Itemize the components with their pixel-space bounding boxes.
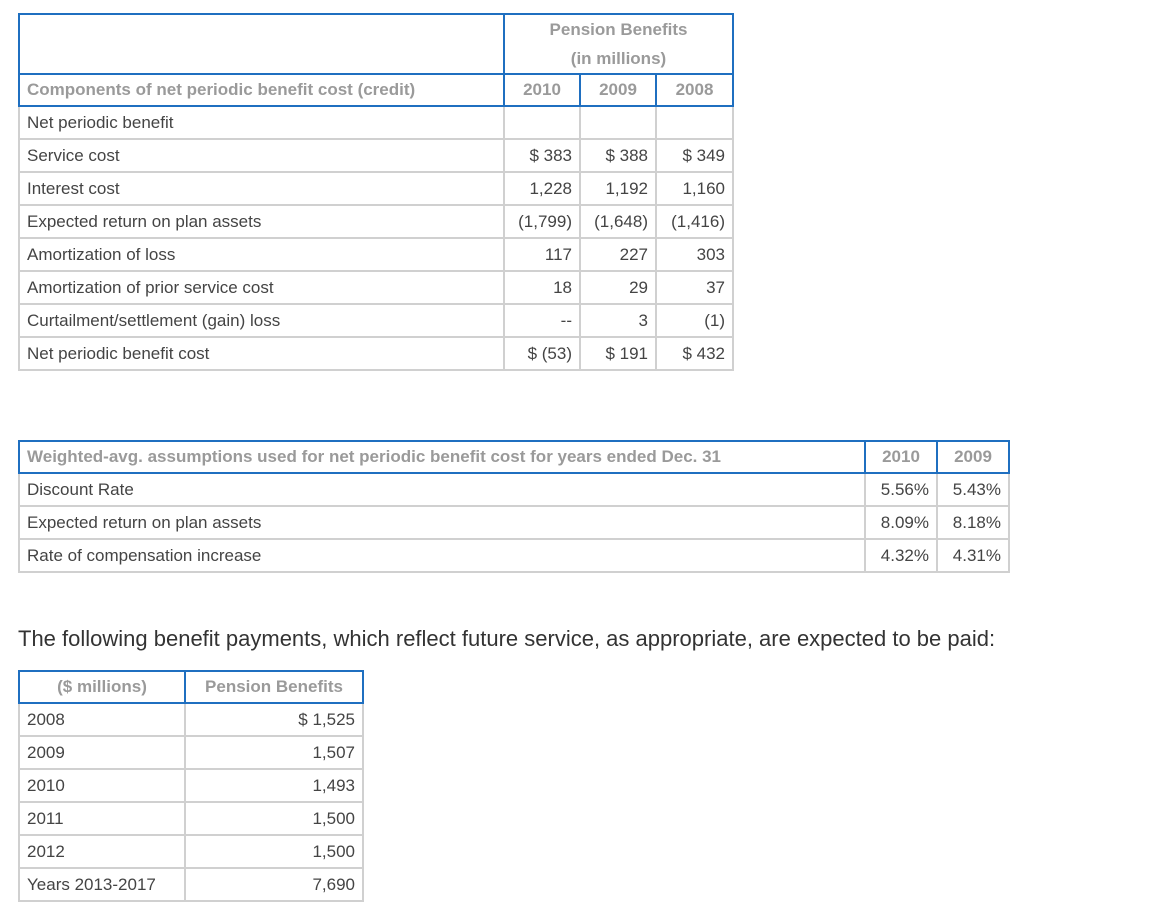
value-cell: (1,799) [503, 204, 581, 239]
value-cell: 29 [579, 270, 657, 305]
value-cell: 18 [503, 270, 581, 305]
value-cell: 117 [503, 237, 581, 272]
value-cell [579, 105, 657, 140]
table-row: 2008 $ 1,525 [18, 702, 364, 737]
row-label: 2009 [18, 735, 186, 770]
value-cell: $ (53) [503, 336, 581, 371]
value-cell: $ 349 [655, 138, 734, 173]
value-cell: 7,690 [184, 867, 364, 902]
value-cell: 227 [579, 237, 657, 272]
value-cell: $ 388 [579, 138, 657, 173]
table-row: Net periodic benefit cost $ (53) $ 191 $ 43… [18, 336, 734, 371]
benefit-payments-paragraph: The following benefit payments, which re… [18, 626, 996, 651]
value-cell: 1,500 [184, 801, 364, 836]
value-cell: 1,500 [184, 834, 364, 869]
value-cell: $ 432 [655, 336, 734, 371]
year-header-2010: 2010 [864, 440, 938, 474]
value-cell: $ 1,525 [184, 702, 364, 737]
year-header-2008: 2008 [655, 73, 734, 107]
row-label: Rate of compensation increase [18, 538, 866, 573]
value-cell: 4.31% [936, 538, 1010, 573]
value-cell: 1,507 [184, 735, 364, 770]
row-label: 2008 [18, 702, 186, 737]
value-cell [503, 105, 581, 140]
table-row: Net periodic benefit [18, 105, 734, 140]
year-header-2010: 2010 [503, 73, 581, 107]
table-row: Expected return on plan assets 8.09% 8.18% [18, 505, 1010, 540]
year-header-2009: 2009 [936, 440, 1010, 474]
value-cell: (1) [655, 303, 734, 338]
millions-header: ($ millions) [18, 670, 186, 704]
row-label: 2012 [18, 834, 186, 869]
value-cell: -- [503, 303, 581, 338]
row-label: Discount Rate [18, 472, 866, 507]
row-label: Amortization of loss [18, 237, 505, 272]
table-row: Service cost $ 383 $ 388 $ 349 [18, 138, 734, 173]
value-cell: 3 [579, 303, 657, 338]
value-cell: 1,160 [655, 171, 734, 206]
benefit-payments-table: ($ millions) Pension Benefits 2008 $ 1,52… [18, 670, 364, 902]
table-row: Curtailment/settlement (gain) loss -- 3 (1) [18, 303, 734, 338]
row-label: 2011 [18, 801, 186, 836]
table-row: Discount Rate 5.56% 5.43% [18, 472, 1010, 507]
row-label: Curtailment/settlement (gain) loss [18, 303, 505, 338]
group-header-line-1: Pension Benefits [549, 20, 688, 39]
table-row: 2010 1,493 [18, 768, 364, 803]
pension-benefits-header: Pension Benefits [184, 670, 364, 704]
value-cell: 1,228 [503, 171, 581, 206]
year-header-2009: 2009 [579, 73, 657, 107]
empty-header-cell [18, 13, 505, 75]
value-cell: 8.09% [864, 505, 938, 540]
value-cell: $ 191 [579, 336, 657, 371]
value-cell: $ 383 [503, 138, 581, 173]
row-label: Net periodic benefit cost [18, 336, 505, 371]
value-cell: 303 [655, 237, 734, 272]
row-label: Expected return on plan assets [18, 204, 505, 239]
value-cell [655, 105, 734, 140]
value-cell: (1,416) [655, 204, 734, 239]
value-cell: 5.56% [864, 472, 938, 507]
pension-benefits-header: Pension Benefits (in millions) [503, 13, 734, 75]
table-row: Rate of compensation increase 4.32% 4.31% [18, 538, 1010, 573]
value-cell: 37 [655, 270, 734, 305]
table-row: 2011 1,500 [18, 801, 364, 836]
value-cell: 5.43% [936, 472, 1010, 507]
assumptions-header: Weighted-avg. assumptions used for net p… [18, 440, 866, 474]
value-cell: 4.32% [864, 538, 938, 573]
row-label: Net periodic benefit [18, 105, 505, 140]
components-header: Components of net periodic benefit cost … [18, 73, 505, 107]
value-cell: (1,648) [579, 204, 657, 239]
value-cell: 8.18% [936, 505, 1010, 540]
group-header-line-2: (in millions) [570, 49, 667, 68]
net-periodic-benefit-cost-table: Pension Benefits (in millions) Component… [18, 13, 734, 371]
table-row: Amortization of loss 117 227 303 [18, 237, 734, 272]
table-row: Expected return on plan assets (1,799) (1,… [18, 204, 734, 239]
table-row: 2012 1,500 [18, 834, 364, 869]
table-row: Amortization of prior service cost 18 29 37 [18, 270, 734, 305]
table-row: 2009 1,507 [18, 735, 364, 770]
row-label: Expected return on plan assets [18, 505, 866, 540]
value-cell: 1,493 [184, 768, 364, 803]
row-label: Service cost [18, 138, 505, 173]
value-cell: 1,192 [579, 171, 657, 206]
table-row: Years 2013-2017 7,690 [18, 867, 364, 902]
weighted-avg-assumptions-table: Weighted-avg. assumptions used for net p… [18, 440, 1010, 573]
row-label: Interest cost [18, 171, 505, 206]
table-row: Interest cost 1,228 1,192 1,160 [18, 171, 734, 206]
row-label: Amortization of prior service cost [18, 270, 505, 305]
row-label: 2010 [18, 768, 186, 803]
row-label: Years 2013-2017 [18, 867, 186, 902]
